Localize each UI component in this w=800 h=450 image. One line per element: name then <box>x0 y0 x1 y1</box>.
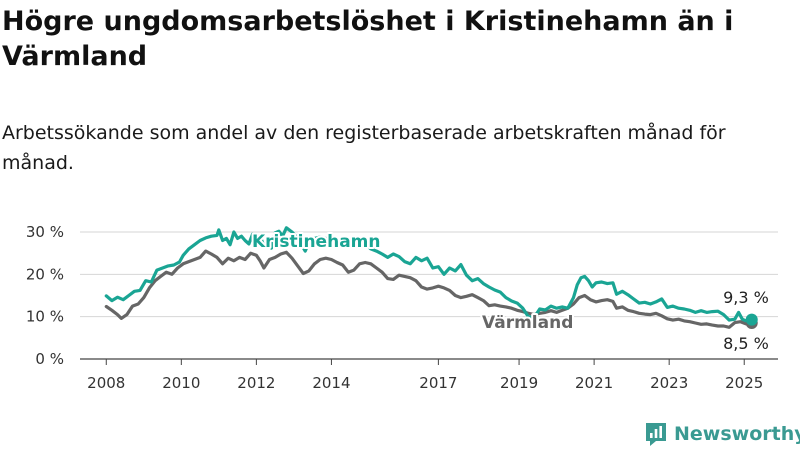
series-label-kristinehamn: Kristinehamn <box>252 232 380 252</box>
grid-layer <box>80 231 778 360</box>
chart-title: Högre ungdomsarbetslöshet i Kristinehamn… <box>2 6 734 72</box>
end-value-label-kristinehamn: 9,3 % <box>723 288 769 307</box>
series-line-värmland <box>104 249 754 329</box>
x-tick-label: 2021 <box>575 374 613 392</box>
x-tick-label: 2025 <box>725 374 763 392</box>
x-tick-label: 2023 <box>650 374 688 392</box>
y-tick-label: 20 % <box>26 265 64 283</box>
series-label-värmland: Värmland <box>482 313 573 333</box>
brand-name: Newsworthy <box>674 423 800 445</box>
series-line-kristinehamn <box>104 226 754 323</box>
x-tick-label: 2017 <box>419 374 457 392</box>
chart-subtitle: Arbetssökande som andel av den registerb… <box>2 122 726 174</box>
y-tick-label: 30 % <box>26 223 64 241</box>
series-layer <box>104 226 758 330</box>
x-tick-label: 2010 <box>162 374 200 392</box>
x-tick-label: 2008 <box>87 374 125 392</box>
axis-layer: 0 % 10 % 20 % 30 % 2008 2010 2012 2014 2017 2019 2… <box>26 223 763 392</box>
label-layer: Kristinehamn Värmland 9,3 % 8,5 % <box>250 230 769 353</box>
newsworthy-logo[interactable]: Newsworthy <box>644 419 800 449</box>
x-tick-label: 2014 <box>312 374 350 392</box>
end-point-kristinehamn <box>745 313 758 326</box>
y-tick-label: 0 % <box>35 350 64 368</box>
y-tick-label: 10 % <box>26 308 64 326</box>
x-tick-label: 2012 <box>237 374 275 392</box>
bar-chart-logo-icon <box>646 423 666 446</box>
x-tick-label: 2019 <box>500 374 538 392</box>
end-value-label-värmland: 8,5 % <box>723 334 769 353</box>
